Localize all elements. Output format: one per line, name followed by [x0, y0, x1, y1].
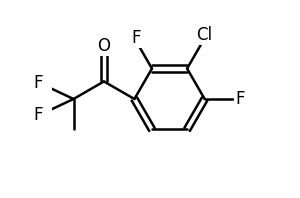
Text: F: F	[33, 74, 43, 92]
Text: F: F	[132, 29, 141, 47]
Text: Cl: Cl	[196, 26, 212, 44]
Text: F: F	[33, 106, 43, 124]
Text: O: O	[98, 37, 110, 55]
Text: F: F	[236, 90, 245, 108]
